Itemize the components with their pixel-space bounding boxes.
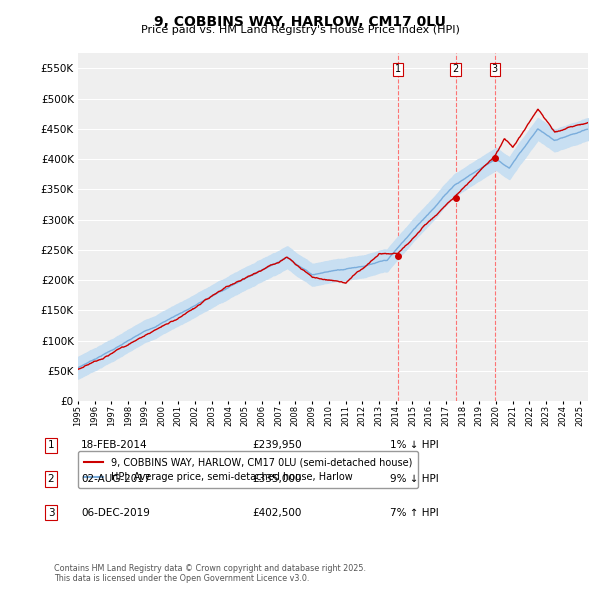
Text: 1: 1: [395, 64, 401, 74]
Text: 02-AUG-2017: 02-AUG-2017: [81, 474, 151, 484]
Text: 2: 2: [47, 474, 55, 484]
Text: 7% ↑ HPI: 7% ↑ HPI: [390, 508, 439, 517]
Text: £239,950: £239,950: [252, 441, 302, 450]
Text: £335,000: £335,000: [252, 474, 301, 484]
Text: 2: 2: [452, 64, 458, 74]
Text: 9, COBBINS WAY, HARLOW, CM17 0LU: 9, COBBINS WAY, HARLOW, CM17 0LU: [154, 15, 446, 29]
Legend: 9, COBBINS WAY, HARLOW, CM17 0LU (semi-detached house), HPI: Average price, semi: 9, COBBINS WAY, HARLOW, CM17 0LU (semi-d…: [78, 451, 418, 488]
Text: 1: 1: [47, 441, 55, 450]
Text: 3: 3: [491, 64, 498, 74]
Text: 3: 3: [47, 508, 55, 517]
Text: £402,500: £402,500: [252, 508, 301, 517]
Text: 9% ↓ HPI: 9% ↓ HPI: [390, 474, 439, 484]
Text: 1% ↓ HPI: 1% ↓ HPI: [390, 441, 439, 450]
Text: 18-FEB-2014: 18-FEB-2014: [81, 441, 148, 450]
Text: 06-DEC-2019: 06-DEC-2019: [81, 508, 150, 517]
Text: Contains HM Land Registry data © Crown copyright and database right 2025.
This d: Contains HM Land Registry data © Crown c…: [54, 563, 366, 583]
Text: Price paid vs. HM Land Registry's House Price Index (HPI): Price paid vs. HM Land Registry's House …: [140, 25, 460, 35]
